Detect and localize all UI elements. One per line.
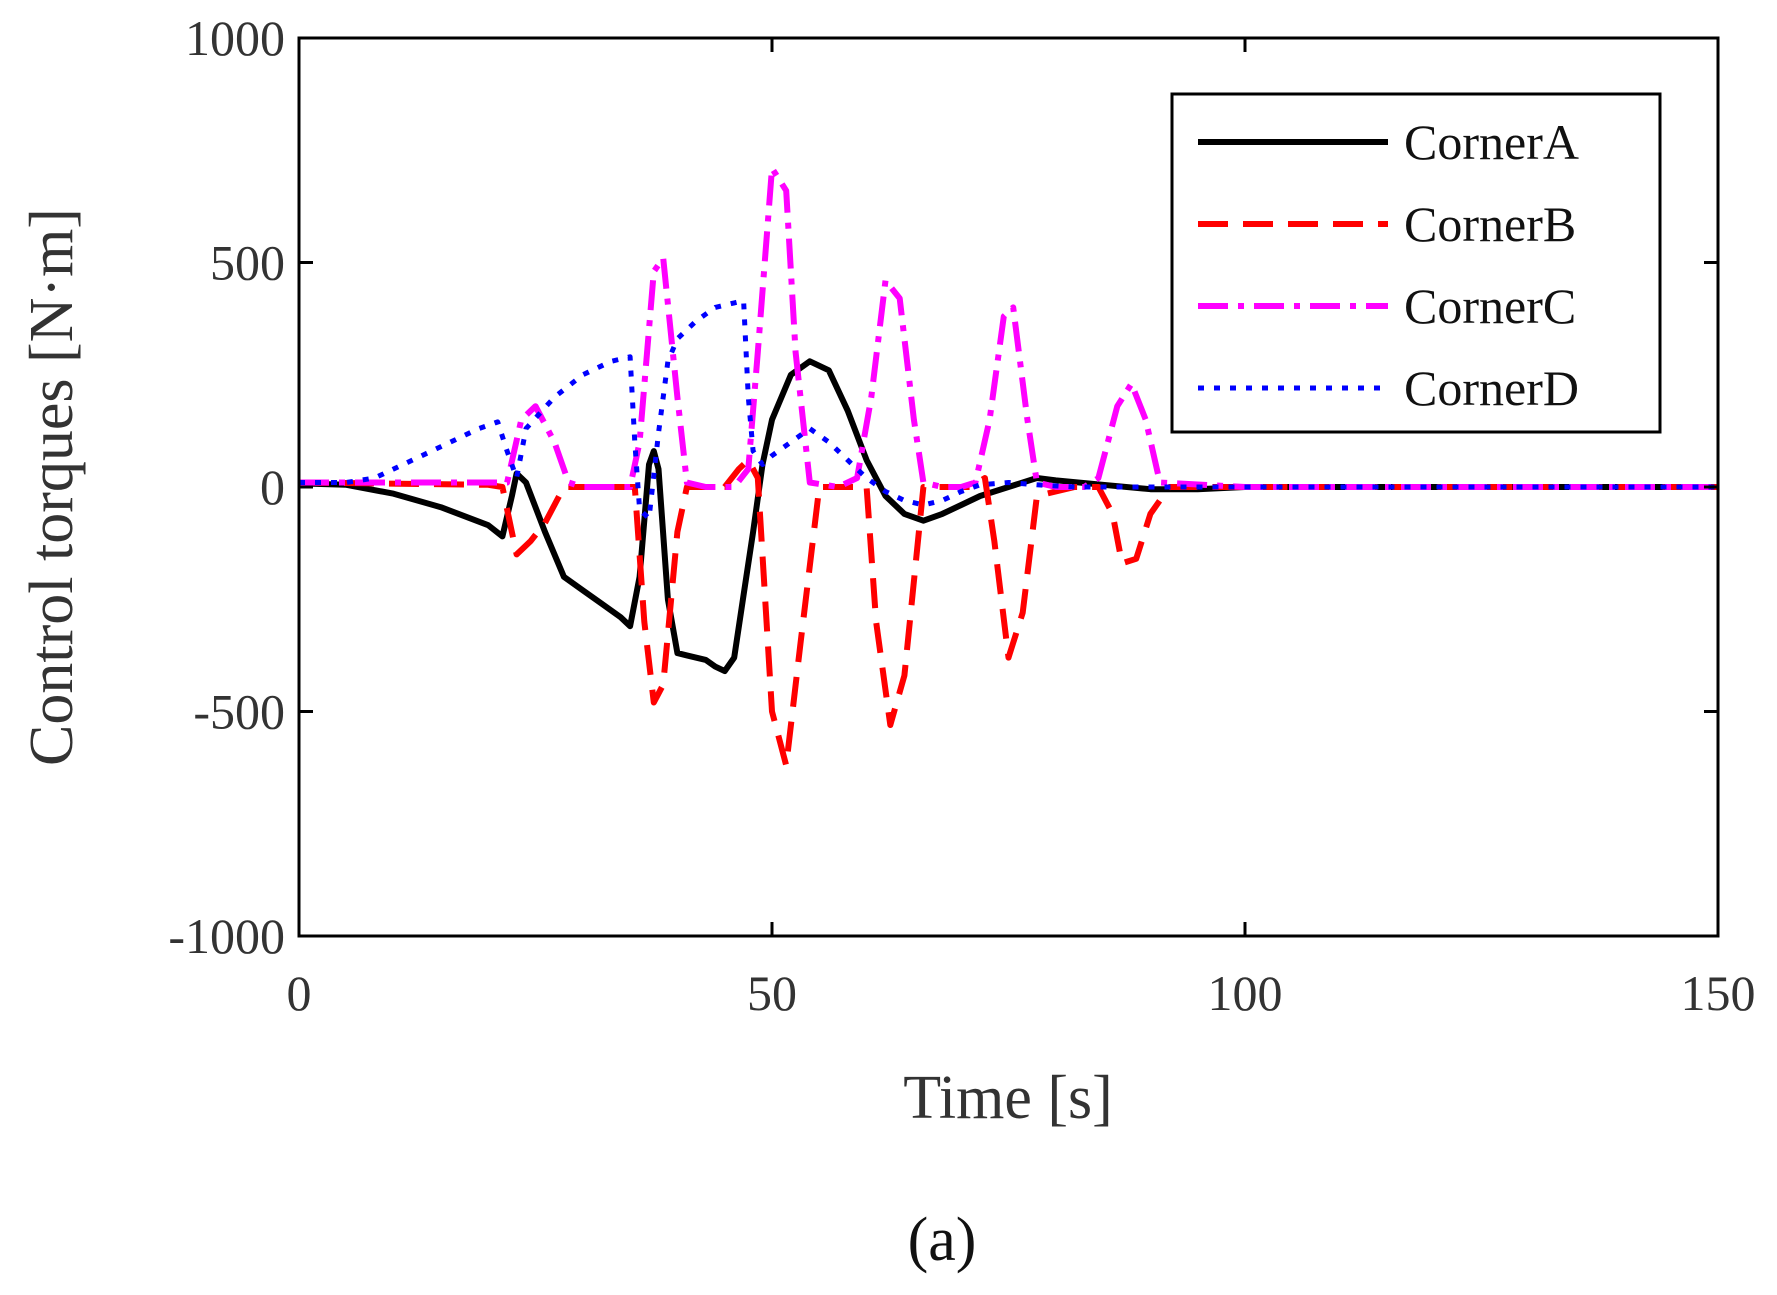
y-tick-label: 500 (210, 235, 285, 291)
series-line-cornerb (299, 457, 1718, 769)
legend-label-cornerc: CornerC (1404, 278, 1576, 334)
legend-box (1170, 92, 1662, 434)
series-line-cornerd (299, 298, 1718, 521)
y-axis-label: Control torques [N·m] (18, 208, 86, 766)
x-axis-label: Time [s] (903, 1064, 1113, 1132)
y-tick-label: 1000 (185, 10, 285, 66)
x-tick-label: 0 (287, 965, 312, 1021)
series-line-cornera (299, 358, 1718, 675)
legend-label-cornera: CornerA (1404, 114, 1579, 170)
x-tick-label: 50 (747, 965, 797, 1021)
legend: CornerA CornerB CornerC CornerD (1170, 92, 1662, 434)
panel-label: (a) (908, 1206, 977, 1274)
legend-label-cornerd: CornerD (1404, 360, 1579, 416)
series-layer (299, 165, 1718, 769)
y-tick-label: -1000 (168, 908, 285, 964)
y-tick-label: -500 (193, 684, 285, 740)
axis-ticks: 0 50 100 150 -1000 -500 0 500 1000 (168, 10, 1755, 1021)
x-tick-label: 150 (1681, 965, 1756, 1021)
legend-label-cornerb: CornerB (1404, 196, 1576, 252)
x-tick-label: 100 (1208, 965, 1283, 1021)
y-tick-label: 0 (260, 459, 285, 515)
